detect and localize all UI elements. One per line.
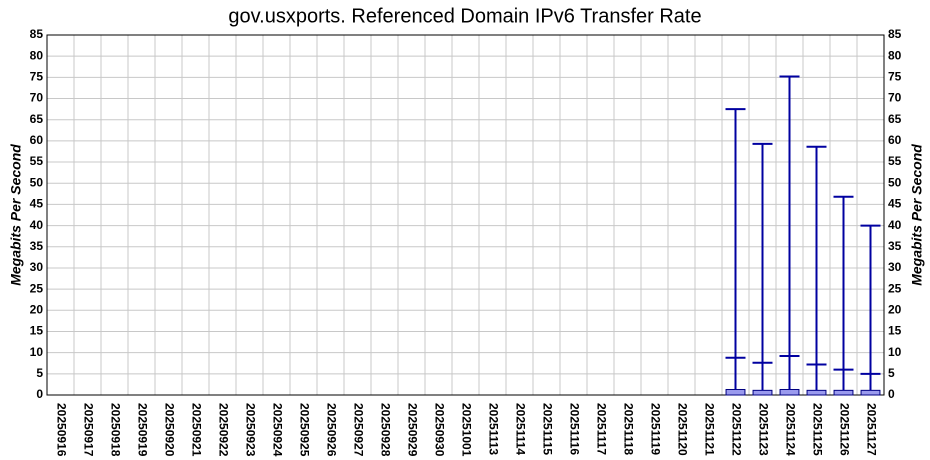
y-tick-label: 60	[30, 133, 44, 147]
x-tick-label: 20251116	[567, 403, 581, 455]
x-tick-label: 20250923	[243, 403, 257, 457]
x-tick-label: 20250929	[405, 403, 419, 457]
y2-axis-title: Megabits Per Second	[909, 144, 925, 286]
y2-tick-label: 60	[888, 133, 902, 147]
y-tick-label: 15	[30, 324, 44, 338]
y-tick-label: 55	[30, 154, 44, 168]
x-tick-label: 20250927	[351, 403, 365, 457]
x-tick-label: 20251120	[675, 403, 689, 456]
x-tick-label: 20250917	[81, 403, 95, 457]
y-tick-label: 10	[30, 345, 44, 359]
plot-area	[47, 35, 884, 395]
chart-title: gov.usxports. Referenced Domain IPv6 Tra…	[228, 5, 701, 27]
x-tick-label: 20251122	[729, 403, 743, 456]
y-tick-label: 35	[30, 239, 44, 253]
y2-tick-label: 80	[888, 48, 902, 62]
x-tick-label: 20250919	[135, 403, 149, 457]
y2-tick-label: 75	[888, 70, 902, 84]
y2-tick-label: 30	[888, 260, 902, 274]
bar	[725, 388, 746, 396]
bar	[752, 389, 773, 396]
y-axis-title: Megabits Per Second	[8, 144, 24, 286]
bar	[833, 389, 854, 396]
y2-tick-label: 10	[888, 345, 902, 359]
x-tick-label: 20250928	[378, 403, 392, 457]
y-tick-label: 30	[30, 260, 44, 274]
x-tick-label: 20250926	[324, 403, 338, 457]
x-tick-label: 20250925	[297, 403, 311, 457]
x-tick-label: 20251114	[513, 403, 527, 455]
y2-tick-label: 5	[888, 366, 895, 380]
x-tick-label: 20251121	[702, 403, 716, 456]
y2-tick-label: 50	[888, 175, 902, 189]
x-tick-label: 20250922	[216, 403, 230, 457]
y2-tick-label: 25	[888, 281, 902, 295]
x-tick-label: 20251127	[864, 403, 878, 456]
x-tick-label: 20250918	[108, 403, 122, 457]
x-tick-label: 20251117	[594, 403, 608, 455]
y-tick-label: 70	[30, 91, 44, 105]
y2-tick-label: 45	[888, 197, 902, 211]
x-tick-label: 20251119	[648, 403, 662, 455]
x-tick-label: 20250924	[270, 403, 284, 457]
plot-border	[46, 34, 885, 396]
y2-tick-label: 0	[888, 387, 895, 401]
y-tick-label: 40	[30, 218, 44, 232]
y-tick-label: 85	[30, 27, 44, 41]
y-tick-label: 50	[30, 175, 44, 189]
y-tick-label: 0	[36, 387, 43, 401]
x-tick-label: 20250921	[189, 403, 203, 457]
x-tick-label: 20251001	[459, 403, 473, 457]
x-tick-label: 20250930	[432, 403, 446, 457]
x-tick-label: 20251118	[621, 403, 635, 455]
x-tick-label: 20251126	[837, 403, 851, 456]
y2-tick-label: 20	[888, 302, 902, 316]
y-tick-label: 25	[30, 281, 44, 295]
y-tick-label: 65	[30, 112, 44, 126]
y-tick-label: 80	[30, 48, 44, 62]
y2-tick-label: 70	[888, 91, 902, 105]
x-tick-label: 20250920	[162, 403, 176, 457]
x-tick-label: 20250916	[54, 403, 68, 457]
bar	[860, 389, 881, 396]
y2-tick-label: 85	[888, 27, 902, 41]
x-tick-label: 20251125	[810, 403, 824, 456]
x-tick-label: 20251115	[540, 403, 554, 455]
y2-tick-label: 35	[888, 239, 902, 253]
y2-tick-label: 65	[888, 112, 902, 126]
y-tick-label: 20	[30, 302, 44, 316]
y2-tick-label: 40	[888, 218, 902, 232]
y2-tick-label: 55	[888, 154, 902, 168]
y2-tick-label: 15	[888, 324, 902, 338]
y-tick-label: 75	[30, 70, 44, 84]
x-tick-label: 20251124	[783, 403, 797, 456]
y-tick-label: 5	[36, 366, 43, 380]
x-tick-label: 20251123	[756, 403, 770, 456]
bar	[806, 389, 827, 396]
bar	[779, 388, 800, 396]
y-tick-label: 45	[30, 197, 44, 211]
x-tick-label: 20251113	[486, 403, 500, 455]
